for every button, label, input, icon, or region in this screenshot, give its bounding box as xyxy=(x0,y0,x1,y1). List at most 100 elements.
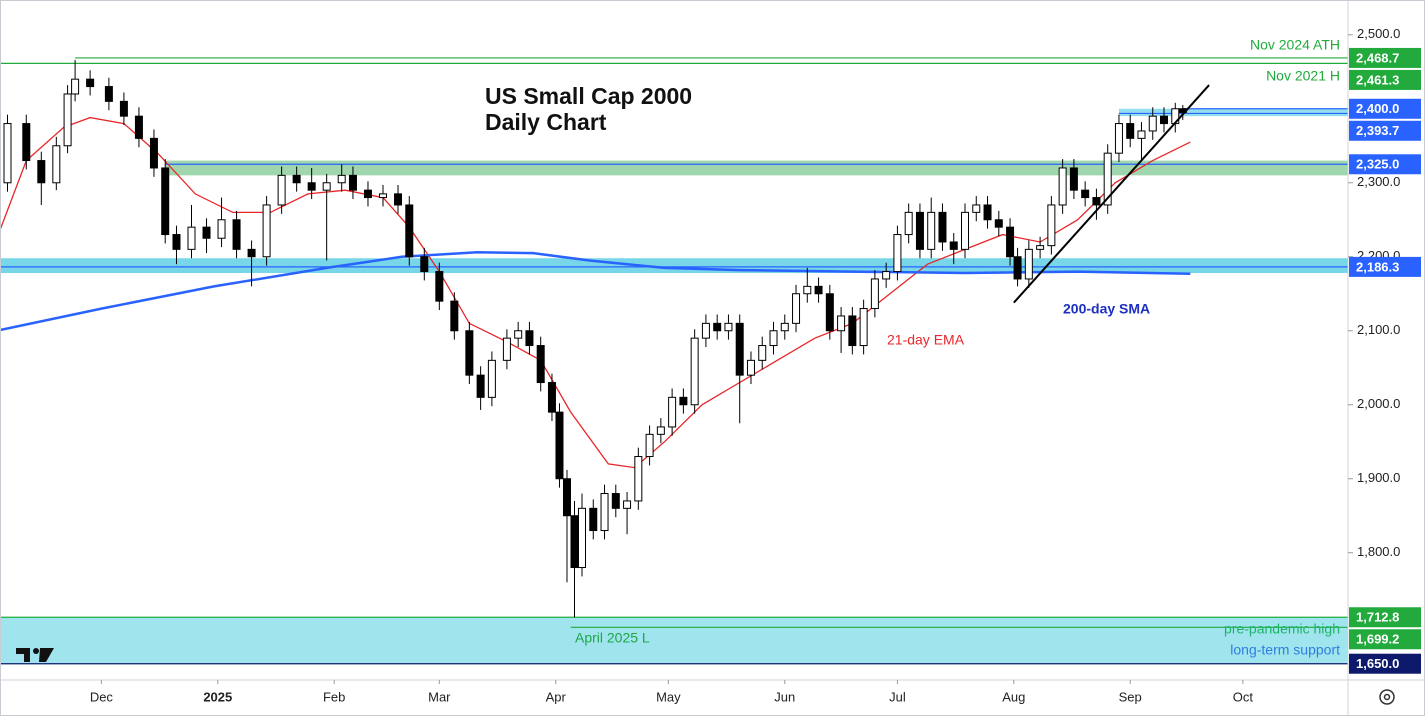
candle-body xyxy=(202,226,211,239)
candle-body xyxy=(405,204,414,258)
price-label-box xyxy=(1349,120,1421,141)
candle-body xyxy=(149,137,158,169)
price-label-box xyxy=(1349,607,1421,628)
candle-body xyxy=(668,396,677,428)
candle-body xyxy=(435,271,444,302)
candle-body xyxy=(394,193,403,206)
candle-body xyxy=(1114,123,1123,154)
price-label-box xyxy=(1349,69,1421,90)
candle-body xyxy=(1058,167,1067,206)
x-tick-label: Aug xyxy=(1002,689,1025,704)
candle-body xyxy=(502,337,511,361)
candle-body xyxy=(949,241,958,250)
candle-body xyxy=(690,337,699,406)
candle-body xyxy=(837,315,846,332)
candle-body xyxy=(172,234,181,250)
candle-body xyxy=(611,493,620,509)
candle-body xyxy=(562,478,571,517)
candle-body xyxy=(746,359,755,376)
candle-body xyxy=(1036,245,1045,250)
candle-body xyxy=(825,293,834,332)
candle-body xyxy=(904,211,913,236)
candle-body xyxy=(536,345,545,384)
y-tick-label: 2,100.0 xyxy=(1357,322,1400,337)
price-label: 1,650.0 xyxy=(1356,656,1399,671)
price-label: 2,393.7 xyxy=(1356,123,1399,138)
candle-body xyxy=(1047,204,1056,247)
candle-body xyxy=(679,396,688,406)
price-label-box xyxy=(1349,47,1421,68)
y-tick-label: 2,300.0 xyxy=(1357,174,1400,189)
candle-body xyxy=(104,86,113,102)
candle-body xyxy=(814,285,823,295)
candle-body xyxy=(1013,256,1022,280)
x-tick-label: Dec xyxy=(90,689,114,704)
ma-line xyxy=(0,251,1191,332)
candle-body xyxy=(63,93,72,147)
price-label-box xyxy=(1349,653,1421,674)
candle-body xyxy=(656,426,665,435)
candle-body xyxy=(994,219,1003,228)
x-tick-label: Mar xyxy=(428,689,451,704)
plot-area xyxy=(0,57,1348,665)
candle-body xyxy=(420,256,429,273)
x-tick-label: May xyxy=(656,689,681,704)
candle-body xyxy=(348,174,357,191)
candle-body xyxy=(134,115,143,139)
candle-body xyxy=(769,330,778,347)
candle-body xyxy=(701,322,710,339)
candle-body xyxy=(859,308,868,347)
price-label: 2,400.0 xyxy=(1356,101,1399,116)
candle-body xyxy=(476,374,485,398)
candle-body xyxy=(724,322,733,332)
candle-body xyxy=(292,174,301,184)
candle-body xyxy=(893,234,902,273)
x-tick-label: Apr xyxy=(546,689,567,704)
chart-title: US Small Cap 2000 xyxy=(485,83,692,109)
candle-body xyxy=(1081,189,1090,199)
candle-body xyxy=(52,145,61,184)
candle-body xyxy=(803,285,812,295)
candle-body xyxy=(578,507,587,569)
candle-body xyxy=(713,322,722,332)
zone xyxy=(0,258,1348,274)
x-tick-label: Sep xyxy=(1119,689,1142,704)
candle-body xyxy=(217,219,226,239)
annotation: Nov 2021 H xyxy=(1266,68,1340,84)
x-tick-label: Jun xyxy=(774,689,795,704)
settings-button[interactable] xyxy=(1379,689,1395,705)
candle-body xyxy=(589,507,598,532)
candle-body xyxy=(378,193,387,199)
candle-body xyxy=(792,293,801,324)
annotation: 200-day SMA xyxy=(1063,301,1150,317)
candle-body xyxy=(645,433,654,458)
y-tick-label: 1,800.0 xyxy=(1357,544,1400,559)
candle-body xyxy=(232,219,241,250)
candle-body xyxy=(277,174,286,206)
candle-body xyxy=(465,330,474,376)
candle-body xyxy=(337,174,346,184)
candle-body xyxy=(983,204,992,221)
candle-body xyxy=(1024,248,1033,280)
trendline xyxy=(1013,84,1210,304)
price-label: 2,325.0 xyxy=(1356,157,1399,172)
y-tick-label: 2,500.0 xyxy=(1357,26,1400,41)
price-label: 1,712.8 xyxy=(1356,610,1399,625)
candle-body xyxy=(22,123,31,162)
price-label: 2,186.3 xyxy=(1356,259,1399,274)
price-label-box xyxy=(1349,629,1421,650)
candle-body xyxy=(848,315,857,347)
candle-body xyxy=(600,493,609,532)
annotation: long-term support xyxy=(1230,642,1340,658)
price-label-box xyxy=(1349,256,1421,277)
candle-body xyxy=(161,167,170,236)
candle-body xyxy=(938,211,947,243)
candle-body xyxy=(450,300,459,332)
zone xyxy=(1118,108,1348,117)
candle-body xyxy=(37,160,46,184)
candle-body xyxy=(3,123,12,184)
candle-body xyxy=(363,189,372,199)
candle-body xyxy=(758,345,767,361)
y-tick-label: 2,000.0 xyxy=(1357,396,1400,411)
candle-body xyxy=(247,248,256,258)
